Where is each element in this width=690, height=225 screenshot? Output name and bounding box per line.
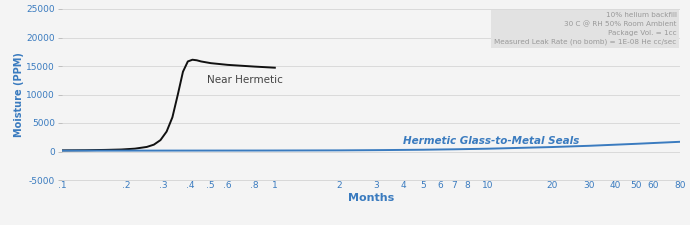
Text: 10% helium backfill
30 C @ RH 50% Room Ambient
Package Vol. = 1cc
Measured Leak : 10% helium backfill 30 C @ RH 50% Room A…	[494, 12, 677, 45]
X-axis label: Months: Months	[348, 193, 394, 203]
Text: Near Hermetic: Near Hermetic	[207, 75, 283, 85]
Text: Hermetic Glass-to-Metal Seals: Hermetic Glass-to-Metal Seals	[403, 136, 579, 146]
Y-axis label: Moisture (PPM): Moisture (PPM)	[14, 52, 23, 137]
